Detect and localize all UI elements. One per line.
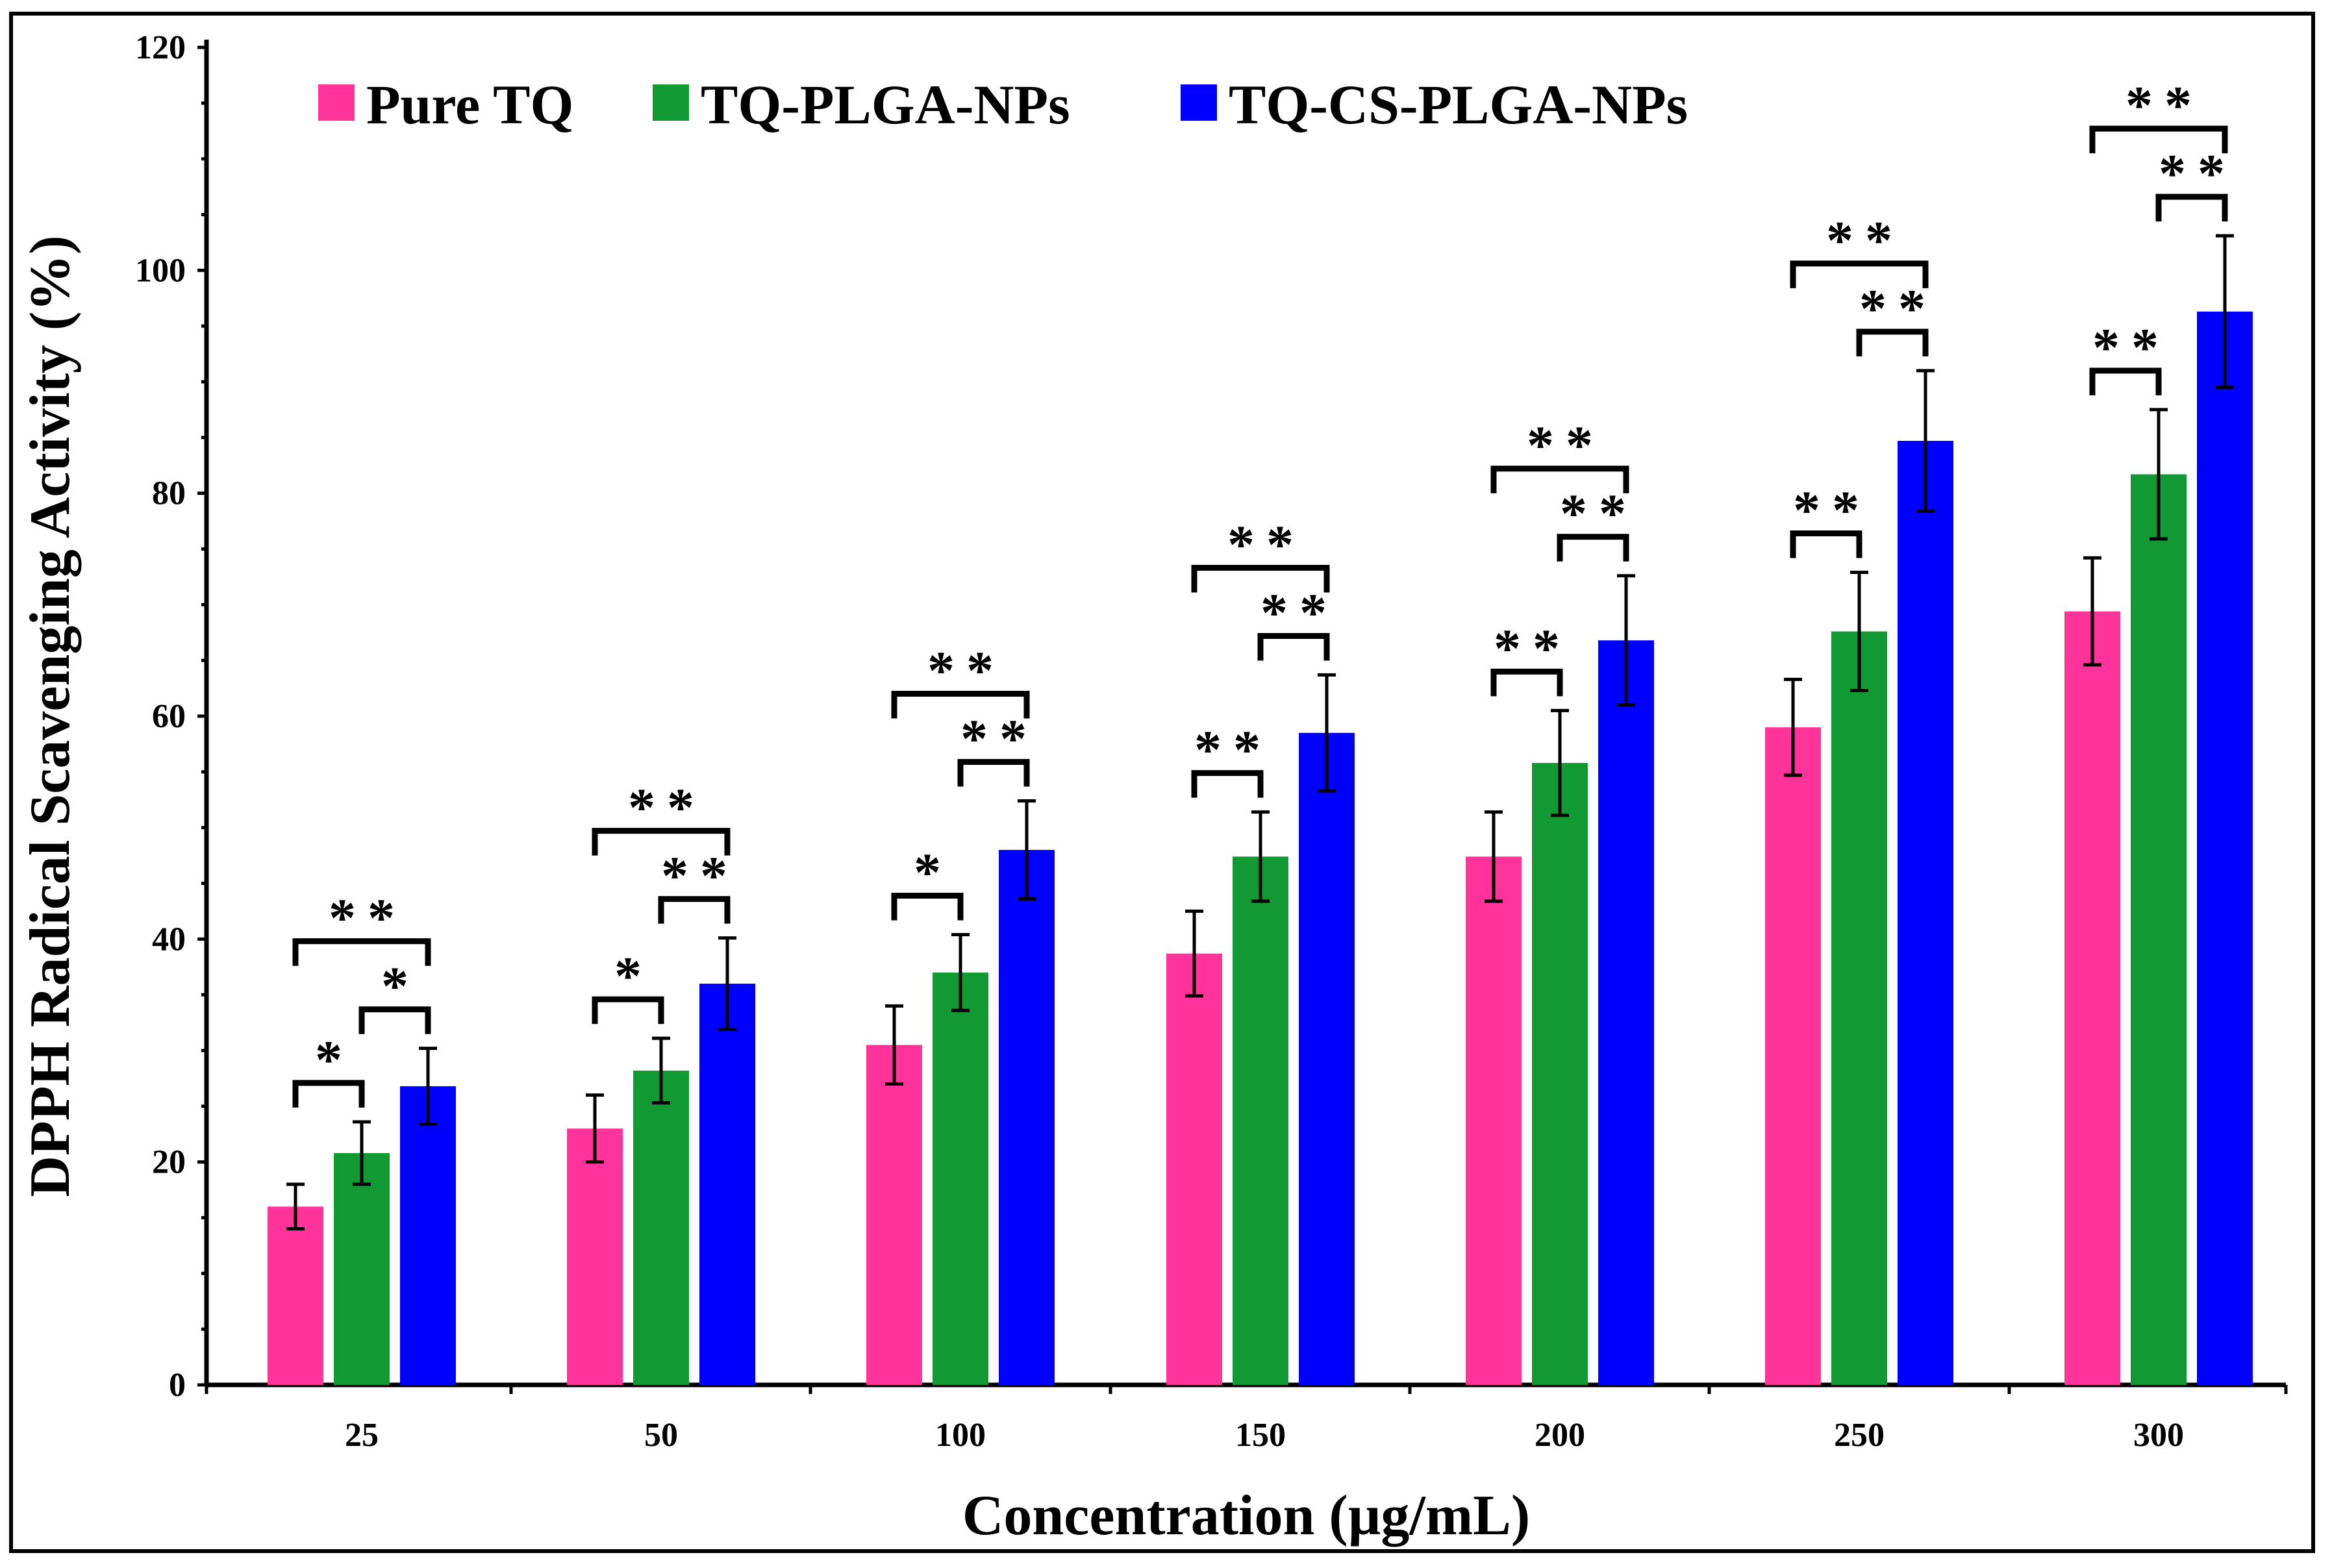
significance-bracket [1790, 260, 1929, 288]
y-tick-label: 80 [152, 475, 186, 512]
significance-label: * [614, 946, 653, 1006]
significance-label: ** [1859, 279, 1937, 339]
significance-bracket [358, 1006, 431, 1034]
chart-frame [9, 12, 2315, 1553]
x-tick-label: 100 [935, 1417, 986, 1454]
significance-label: * [914, 842, 953, 902]
bar-2-6 [2197, 311, 2253, 1386]
bar-1-1 [633, 1070, 689, 1385]
bar-2-5 [1898, 440, 1953, 1385]
x-tick-label: 50 [644, 1417, 678, 1454]
significance-label: ** [1560, 484, 1638, 544]
significance-label: * [381, 956, 420, 1017]
significance-label: ** [661, 846, 739, 906]
legend-swatch-1 [653, 84, 689, 121]
legend-label: TQ-PLGA-NPs [701, 73, 1070, 136]
legend-label: Pure TQ [366, 73, 573, 136]
bar-0-3 [1166, 953, 1222, 1385]
significance-bracket [658, 896, 731, 924]
significance-label: ** [1826, 210, 1904, 271]
significance-label: ** [1494, 618, 1572, 678]
significance-bracket [1191, 770, 1264, 798]
significance-bracket [1790, 530, 1862, 558]
significance-label: ** [2159, 143, 2237, 204]
significance-bracket [2089, 125, 2228, 154]
significance-bracket [891, 690, 1030, 719]
bar-1-2 [933, 972, 988, 1385]
bar-1-0 [334, 1152, 390, 1385]
bar-1-5 [1831, 631, 1887, 1385]
bar-1-4 [1532, 763, 1588, 1385]
significance-bracket [891, 892, 964, 921]
significance-label: ** [628, 778, 706, 838]
significance-bracket [2155, 193, 2228, 222]
x-tick-label: 300 [2133, 1417, 2184, 1454]
x-tick-label: 200 [1535, 1417, 1585, 1454]
legend-label: TQ-CS-PLGA-NPs [1229, 73, 1688, 136]
significance-bracket [1557, 534, 1629, 562]
significance-bracket [1191, 564, 1330, 593]
legend-swatch-0 [318, 84, 355, 121]
y-tick-label: 40 [152, 921, 186, 958]
significance-bracket [292, 1080, 365, 1108]
bar-0-4 [1466, 856, 1522, 1385]
x-tick-label: 25 [345, 1417, 379, 1454]
bar-1-3 [1233, 856, 1288, 1385]
y-axis-title: DPPH Radical Scavenging Activity (%) [19, 235, 82, 1197]
bar-2-2 [999, 850, 1055, 1385]
significance-label: ** [2125, 75, 2203, 136]
significance-label: ** [1260, 582, 1338, 643]
bar-1-6 [2131, 474, 2187, 1385]
bar-2-1 [699, 984, 755, 1385]
significance-label: ** [329, 888, 407, 949]
x-axis-title: Concentration (µg/mL) [962, 1484, 1530, 1547]
bar-0-0 [268, 1206, 323, 1385]
y-tick-label: 60 [152, 698, 186, 735]
bar-2-0 [400, 1086, 456, 1385]
significance-bracket [1856, 329, 1929, 356]
legend-swatch-2 [1181, 84, 1217, 121]
significance-label: ** [1194, 720, 1272, 780]
significance-bracket [957, 758, 1030, 787]
y-tick-label: 120 [135, 29, 186, 66]
bar-0-6 [2064, 611, 2120, 1386]
bar-0-5 [1765, 727, 1821, 1385]
y-tick-label: 20 [152, 1144, 186, 1181]
bar-2-3 [1299, 732, 1355, 1385]
significance-label: ** [1227, 514, 1305, 575]
significance-bracket [1490, 668, 1563, 697]
significance-label: ** [2092, 317, 2170, 378]
y-tick-label: 0 [169, 1367, 186, 1404]
significance-bracket [1257, 632, 1330, 661]
significance-bracket [292, 938, 431, 966]
significance-bracket [592, 828, 731, 856]
y-tick-label: 100 [135, 252, 186, 289]
significance-label: ** [927, 640, 1005, 701]
bar-0-1 [567, 1128, 623, 1385]
x-tick-label: 150 [1235, 1417, 1286, 1454]
significance-bracket [1490, 466, 1629, 493]
significance-label: ** [1527, 416, 1605, 476]
significance-bracket [2089, 367, 2162, 395]
significance-label: ** [960, 708, 1038, 769]
significance-label: * [315, 1030, 354, 1090]
significance-label: ** [1793, 480, 1871, 541]
bar-2-4 [1598, 640, 1654, 1386]
x-tick-label: 250 [1834, 1417, 1885, 1454]
bar-0-2 [866, 1045, 922, 1385]
significance-bracket [592, 996, 664, 1025]
